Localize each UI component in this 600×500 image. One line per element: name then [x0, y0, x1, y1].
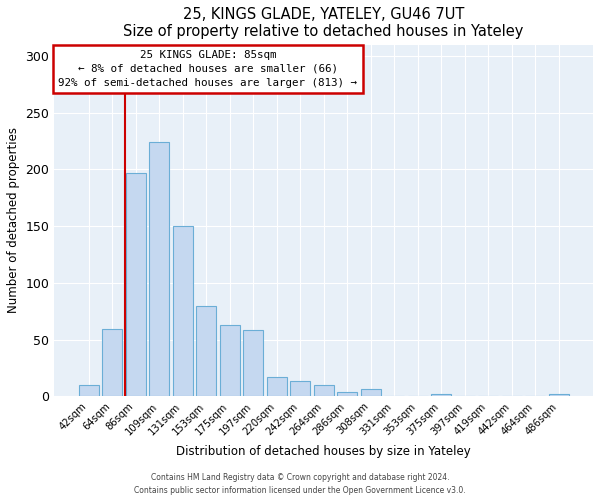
- Bar: [126, 173, 146, 396]
- Bar: [220, 325, 239, 396]
- Bar: [243, 330, 263, 396]
- Bar: [314, 385, 334, 396]
- Text: Contains HM Land Registry data © Crown copyright and database right 2024.
Contai: Contains HM Land Registry data © Crown c…: [134, 473, 466, 495]
- Bar: [337, 392, 357, 396]
- Bar: [173, 226, 193, 396]
- Bar: [290, 382, 310, 396]
- Bar: [266, 377, 287, 396]
- Bar: [431, 394, 451, 396]
- X-axis label: Distribution of detached houses by size in Yateley: Distribution of detached houses by size …: [176, 445, 471, 458]
- Bar: [548, 394, 569, 396]
- Y-axis label: Number of detached properties: Number of detached properties: [7, 128, 20, 314]
- Bar: [149, 142, 169, 396]
- Bar: [361, 390, 380, 396]
- Bar: [196, 306, 216, 396]
- Bar: [79, 385, 98, 396]
- Title: 25, KINGS GLADE, YATELEY, GU46 7UT
Size of property relative to detached houses : 25, KINGS GLADE, YATELEY, GU46 7UT Size …: [124, 7, 524, 40]
- Text: 25 KINGS GLADE: 85sqm
← 8% of detached houses are smaller (66)
92% of semi-detac: 25 KINGS GLADE: 85sqm ← 8% of detached h…: [58, 50, 357, 88]
- Bar: [102, 330, 122, 396]
